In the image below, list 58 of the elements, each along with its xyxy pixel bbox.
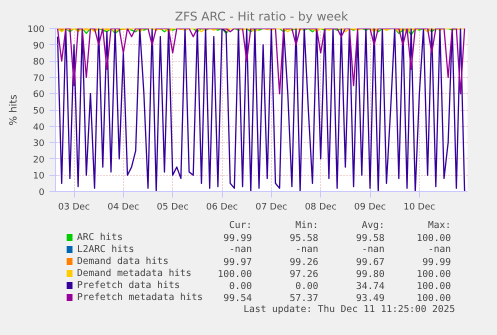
y-tick-label: 90: [33, 41, 45, 52]
text: 0.00: [229, 281, 252, 292]
text: 93.49: [356, 293, 385, 304]
text: 99.99: [422, 257, 452, 268]
text: Max:: [428, 220, 451, 231]
text: 100.00: [416, 293, 452, 304]
text: Cur:: [229, 220, 252, 231]
text: 0.00: [295, 281, 319, 292]
y-tick-label: 70: [33, 74, 45, 84]
chart-title: ZFS ARC - Hit ratio - by week: [174, 10, 348, 24]
text: 57.37: [290, 293, 318, 304]
text: 99.97: [223, 257, 252, 268]
text: 95.58: [290, 233, 319, 244]
legend-label: ARC hits: [77, 232, 123, 243]
y-tick-label: 50: [33, 106, 45, 116]
text: 100.00: [416, 233, 452, 244]
x-tick-label: 07 Dec: [255, 202, 288, 212]
text: Last update: Thu Dec 11 11:25:00 2025: [243, 304, 456, 315]
y-tick-label: 80: [33, 58, 45, 68]
x-tick-label: 09 Dec: [354, 202, 386, 212]
text: 100.00: [416, 269, 452, 280]
y-tick-label: 10: [33, 172, 45, 182]
text: 99.54: [223, 293, 252, 304]
text: Avg:: [362, 220, 385, 231]
text: -nan: [295, 244, 318, 255]
text: 100.00: [218, 269, 252, 280]
y-tick-label: 40: [33, 122, 45, 133]
line-series: [56, 28, 466, 94]
text: 99.67: [356, 257, 385, 268]
text: Min:: [295, 220, 318, 231]
x-tick-label: 04 Dec: [107, 202, 140, 212]
text: 97.26: [290, 269, 319, 280]
text: -nan: [362, 244, 385, 255]
line-series: [56, 28, 466, 192]
text: 99.26: [290, 257, 319, 268]
y-axis-title: % hits: [8, 94, 20, 126]
text: 100.00: [416, 281, 452, 292]
text: 99.58: [356, 233, 385, 244]
x-tick-label: 06 Dec: [206, 202, 238, 212]
text: 34.74: [356, 281, 385, 292]
legend-label: L2ARC hits: [77, 244, 134, 255]
x-tick-label: 03 Dec: [58, 202, 90, 212]
y-tick-label: 100: [27, 25, 45, 35]
legend-label: Demand data hits: [77, 256, 169, 267]
y-tick-label: 60: [33, 90, 45, 100]
text: -nan: [428, 244, 451, 255]
x-tick-label: 05 Dec: [156, 202, 189, 212]
text: 99.80: [356, 269, 385, 280]
y-tick-label: 20: [33, 155, 45, 166]
y-tick-label: 0: [38, 188, 45, 198]
text: 99.99: [223, 233, 252, 244]
x-tick-label: 10 Dec: [404, 202, 436, 212]
legend-label: Demand metadata hits: [77, 268, 192, 279]
legend-label: Prefetch data hits: [77, 280, 180, 291]
y-tick-label: 30: [33, 139, 45, 150]
legend-label: Prefetch metadata hits: [77, 292, 203, 303]
x-tick-label: 08 Dec: [304, 202, 337, 212]
text: -nan: [229, 244, 252, 255]
